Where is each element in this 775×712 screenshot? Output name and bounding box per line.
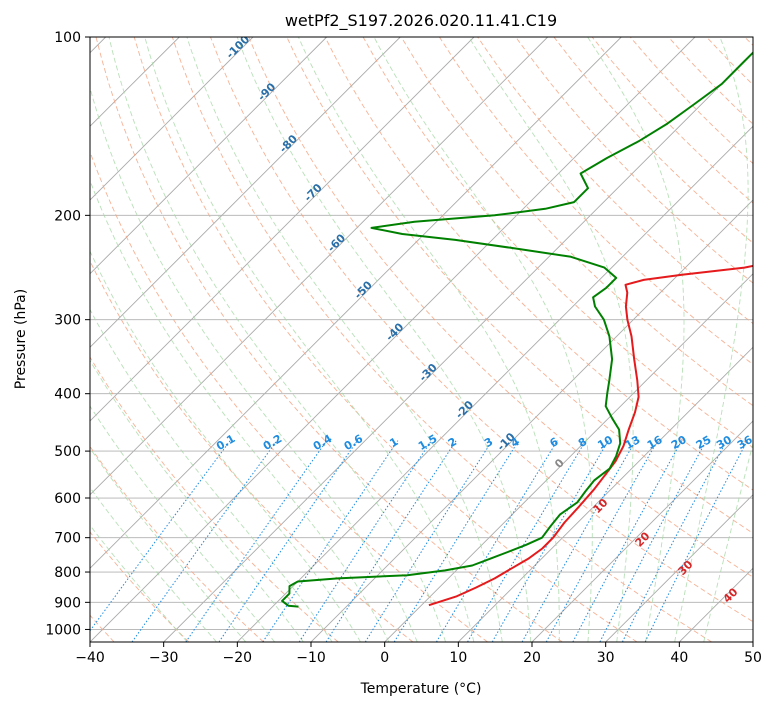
x-tick-label: −20 (223, 650, 253, 666)
x-tick-label: 30 (597, 650, 615, 666)
y-tick-label: 800 (54, 565, 81, 581)
y-tick-label: 600 (54, 491, 81, 507)
x-tick-label: −30 (149, 650, 179, 666)
chart-title: wetPf2_S197.2026.020.11.41.C19 (285, 11, 557, 31)
y-tick-label: 700 (54, 531, 81, 547)
x-tick-label: 20 (523, 650, 541, 666)
x-axis-label: Temperature (°C) (360, 681, 482, 697)
x-tick-label: −10 (296, 650, 326, 666)
x-tick-label: −40 (75, 650, 105, 666)
x-tick-label: 10 (449, 650, 467, 666)
y-tick-label: 900 (54, 595, 81, 611)
y-tick-label: 500 (54, 444, 81, 460)
x-tick-label: 0 (380, 650, 389, 666)
y-tick-label: 100 (54, 30, 81, 46)
y-axis-label: Pressure (hPa) (13, 289, 29, 389)
y-tick-label: 200 (54, 208, 81, 224)
y-tick-label: 400 (54, 387, 81, 403)
x-tick-label: 50 (744, 650, 762, 666)
y-tick-label: 300 (54, 313, 81, 329)
x-tick-label: 40 (670, 650, 688, 666)
y-tick-label: 1000 (45, 622, 81, 638)
